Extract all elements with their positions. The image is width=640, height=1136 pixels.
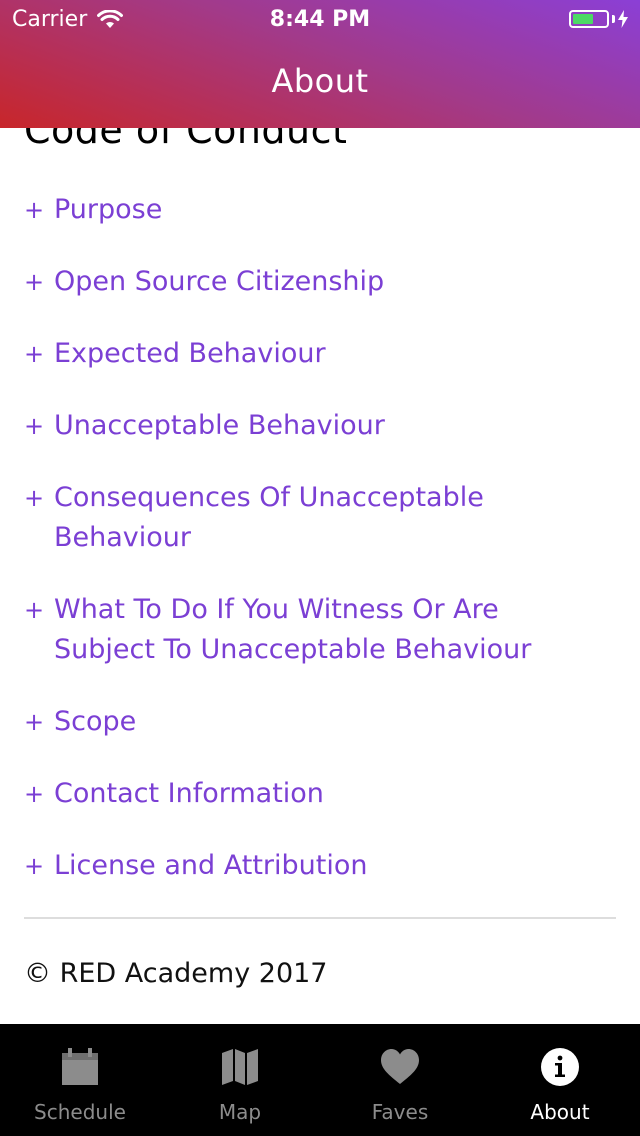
tab-label: About <box>530 1100 590 1124</box>
copyright-text: © RED Academy 2017 <box>24 958 328 989</box>
plus-icon: + <box>24 268 45 296</box>
tab-label: Schedule <box>34 1100 126 1124</box>
carrier-label: Carrier <box>12 7 88 32</box>
accordion-item-scope[interactable]: + Scope <box>0 702 640 742</box>
info-icon <box>539 1046 581 1088</box>
plus-icon: + <box>24 708 45 736</box>
charging-bolt-icon <box>618 10 628 28</box>
divider <box>24 917 616 919</box>
navigation-header: Carrier 8:44 PM About <box>0 0 640 128</box>
accordion-item-label: License and Attribution <box>54 850 368 881</box>
map-icon <box>219 1046 261 1088</box>
accordion-item-unacceptable-behaviour[interactable]: + Unacceptable Behaviour <box>0 406 640 446</box>
tab-label: Map <box>218 1100 262 1124</box>
battery-icon <box>569 10 609 28</box>
plus-icon: + <box>24 596 45 624</box>
accordion-item-open-source-citizenship[interactable]: + Open Source Citizenship <box>0 262 640 302</box>
accordion-item-label: What To Do If You Witness Or Are Subject… <box>54 594 532 665</box>
plus-icon: + <box>24 484 45 512</box>
battery-indicator <box>569 10 628 28</box>
page-title: About <box>271 62 369 100</box>
accordion-item-what-to-do[interactable]: + What To Do If You Witness Or Are Subje… <box>0 590 640 670</box>
plus-icon: + <box>24 412 45 440</box>
plus-icon: + <box>24 340 45 368</box>
plus-icon: + <box>24 780 45 808</box>
status-time: 8:44 PM <box>269 7 371 32</box>
accordion-item-label: Purpose <box>54 194 163 225</box>
accordion-item-label: Open Source Citizenship <box>54 266 385 297</box>
tab-label: Faves <box>371 1100 429 1124</box>
tab-faves[interactable]: Faves <box>320 1024 480 1136</box>
accordion-item-label: Contact Information <box>54 778 324 809</box>
status-bar: Carrier 8:44 PM <box>0 0 640 40</box>
accordion-item-consequences[interactable]: + Consequences Of Unacceptable Behaviour <box>0 478 640 558</box>
battery-tip <box>612 15 615 23</box>
accordion-item-label: Unacceptable Behaviour <box>54 410 385 441</box>
code-of-conduct-accordion: + Purpose + Open Source Citizenship + Ex… <box>0 190 640 918</box>
battery-level <box>573 14 593 24</box>
accordion-item-expected-behaviour[interactable]: + Expected Behaviour <box>0 334 640 374</box>
plus-icon: + <box>24 196 45 224</box>
plus-icon: + <box>24 852 45 880</box>
tab-about[interactable]: About <box>480 1024 640 1136</box>
tab-bar: Schedule Map Faves <box>0 1024 640 1136</box>
carrier-indicator: Carrier <box>12 7 124 32</box>
accordion-item-label: Consequences Of Unacceptable Behaviour <box>54 482 484 553</box>
tab-map[interactable]: Map <box>160 1024 320 1136</box>
heart-icon <box>379 1046 421 1088</box>
accordion-item-label: Scope <box>54 706 137 737</box>
tab-schedule[interactable]: Schedule <box>0 1024 160 1136</box>
wifi-icon <box>97 9 124 28</box>
accordion-item-label: Expected Behaviour <box>54 338 326 369</box>
accordion-item-contact-information[interactable]: + Contact Information <box>0 774 640 814</box>
calendar-icon <box>59 1046 101 1088</box>
accordion-item-purpose[interactable]: + Purpose <box>0 190 640 230</box>
about-content[interactable]: Code of Conduct + Purpose + Open Source … <box>0 94 640 1024</box>
accordion-item-license-attribution[interactable]: + License and Attribution <box>0 846 640 886</box>
